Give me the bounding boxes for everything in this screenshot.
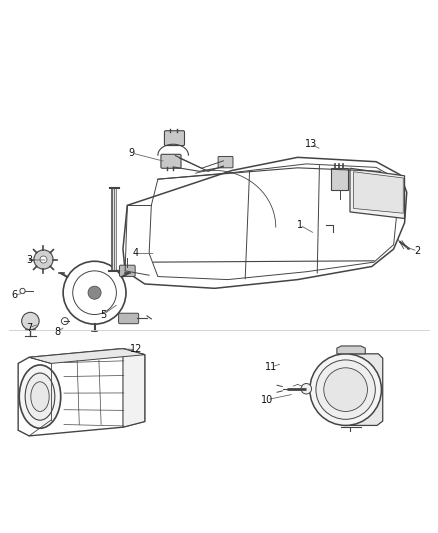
Ellipse shape (31, 382, 49, 411)
Text: 4: 4 (133, 248, 139, 259)
Text: 1: 1 (297, 220, 303, 230)
Polygon shape (350, 168, 405, 219)
Ellipse shape (25, 373, 55, 420)
Text: 6: 6 (11, 290, 18, 300)
Polygon shape (353, 172, 403, 213)
FancyBboxPatch shape (161, 154, 181, 168)
Circle shape (301, 384, 311, 394)
Polygon shape (343, 354, 383, 425)
FancyBboxPatch shape (120, 265, 135, 277)
FancyBboxPatch shape (218, 157, 233, 168)
Text: 9: 9 (129, 148, 135, 158)
Polygon shape (337, 346, 365, 354)
Text: 2: 2 (414, 246, 421, 256)
Circle shape (34, 250, 53, 269)
Text: 3: 3 (26, 255, 32, 265)
Circle shape (316, 360, 375, 419)
Text: 11: 11 (265, 362, 278, 372)
Circle shape (310, 354, 381, 425)
Circle shape (324, 368, 367, 411)
Text: 5: 5 (100, 310, 106, 319)
Polygon shape (123, 349, 145, 427)
Circle shape (21, 312, 39, 330)
FancyBboxPatch shape (119, 313, 139, 324)
Text: 8: 8 (54, 327, 60, 337)
Ellipse shape (19, 365, 61, 428)
Polygon shape (331, 168, 348, 190)
Polygon shape (29, 349, 145, 364)
Circle shape (40, 256, 47, 263)
Text: 13: 13 (304, 139, 317, 149)
FancyBboxPatch shape (164, 131, 184, 146)
Circle shape (88, 286, 101, 299)
Text: 7: 7 (26, 322, 32, 333)
Text: 12: 12 (130, 344, 142, 354)
Text: 10: 10 (261, 394, 273, 405)
